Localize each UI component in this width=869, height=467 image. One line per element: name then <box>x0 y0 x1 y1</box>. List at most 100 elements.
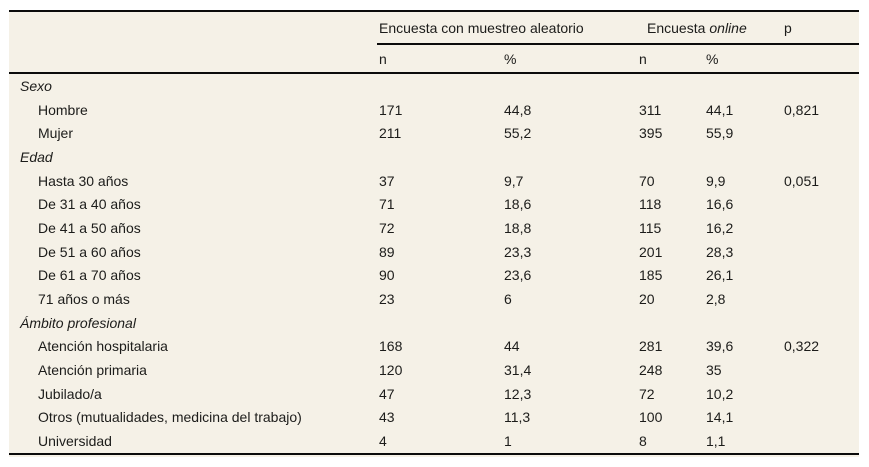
row-label: De 51 a 60 años <box>38 243 141 260</box>
table-row: Hombre 171 44,8 311 44,1 0,821 <box>9 98 859 122</box>
cell-n-random: 89 <box>379 243 395 260</box>
cell-pct-online: 16,2 <box>706 219 734 236</box>
table-row: Universidad 4 1 8 1,1 <box>9 429 859 454</box>
table-row: 71 años o más 23 6 20 2,8 <box>9 287 859 311</box>
col-header-pct-online: % <box>704 44 780 74</box>
cell-n-random: 47 <box>379 385 395 402</box>
cell-p-value: 0,322 <box>784 338 820 355</box>
table-row: De 61 a 70 años 90 23,6 185 26,1 <box>9 264 859 288</box>
row-label: Hombre <box>38 101 88 118</box>
table-row: Jubilado/a 47 12,3 72 10,2 <box>9 382 859 406</box>
cell-pct-random: 12,3 <box>504 385 532 402</box>
cell-p-value <box>780 287 859 311</box>
cell-pct-random: 31,4 <box>504 362 532 379</box>
row-label: Universidad <box>38 433 112 450</box>
cell-pct-random: 18,6 <box>504 196 532 213</box>
row-label: Atención hospitalaria <box>38 338 168 355</box>
table-row: Otros (mutualidades, medicina del trabaj… <box>9 406 859 430</box>
col-header-n-random: n <box>377 44 502 74</box>
cell-n-online: 118 <box>639 196 662 213</box>
table-row: Atención primaria 120 31,4 248 35 <box>9 358 859 382</box>
empty-corner-cell <box>9 11 377 44</box>
cell-pct-random: 18,8 <box>504 219 532 236</box>
table-row: De 51 a 60 años 89 23,3 201 28,3 <box>9 240 859 264</box>
section-row: Edad <box>9 145 859 169</box>
empty-subheader-cell <box>9 44 377 74</box>
row-label: 71 años o más <box>38 291 130 308</box>
row-label: Otros (mutualidades, medicina del trabaj… <box>38 409 302 426</box>
cell-n-online: 115 <box>639 219 662 236</box>
col-header-pct-random: % <box>502 44 637 74</box>
cell-n-random: 72 <box>379 219 395 236</box>
cell-n-random: 4 <box>379 433 387 450</box>
section-label: Ámbito profesional <box>20 314 136 331</box>
cell-n-online: 8 <box>639 433 647 450</box>
cell-n-random: 43 <box>379 409 395 426</box>
row-label: De 41 a 50 años <box>38 219 141 236</box>
cell-p-value <box>780 240 859 264</box>
row-label: Atención primaria <box>38 362 147 379</box>
cell-n-random: 168 <box>379 338 403 355</box>
cell-n-random: 120 <box>379 362 403 379</box>
cell-pct-random: 9,7 <box>504 172 524 189</box>
section-label: Sexo <box>20 77 52 94</box>
subheader-row: n % n % <box>9 44 859 74</box>
cell-p-value <box>780 216 859 240</box>
cell-p-value <box>780 382 859 406</box>
row-label: Mujer <box>38 125 74 142</box>
table-row: De 41 a 50 años 72 18,8 115 16,2 <box>9 216 859 240</box>
cell-pct-online: 9,9 <box>706 172 726 189</box>
col-header-p: p <box>780 11 859 45</box>
row-label: Jubilado/a <box>38 385 102 402</box>
table-body: Sexo Hombre 171 44,8 311 44,1 0,821 Mujer 211 55,… <box>9 73 859 454</box>
cell-pct-online: 2,8 <box>706 291 726 308</box>
group-header-random-survey-label: Encuesta con muestreo aleatorio <box>379 19 584 36</box>
cell-pct-online: 35 <box>706 362 722 379</box>
section-row: Ámbito profesional <box>9 311 859 335</box>
cell-pct-random: 23,6 <box>504 267 532 284</box>
cell-pct-online: 28,3 <box>706 243 734 260</box>
cell-pct-random: 44,8 <box>504 101 532 118</box>
row-label: De 31 a 40 años <box>38 196 141 213</box>
cell-n-online: 395 <box>639 125 663 142</box>
cell-pct-online: 55,9 <box>706 125 734 142</box>
row-label: Hasta 30 años <box>38 172 129 189</box>
cell-pct-online: 39,6 <box>706 338 734 355</box>
table-row: Mujer 211 55,2 395 55,9 <box>9 121 859 145</box>
group-header-online-italic: online <box>709 19 747 36</box>
section-row: Sexo <box>9 73 859 98</box>
cell-pct-online: 44,1 <box>706 101 734 118</box>
cell-p-value <box>780 192 859 216</box>
cell-pct-random: 1 <box>504 433 512 450</box>
cell-n-online: 201 <box>639 243 663 260</box>
cell-n-online: 20 <box>639 291 655 308</box>
survey-comparison-table: Encuesta con muestreo aleatorio Encuesta… <box>9 10 859 455</box>
cell-pct-random: 55,2 <box>504 125 532 142</box>
group-header-online-prefix: Encuesta <box>647 19 706 36</box>
cell-n-online: 281 <box>639 338 663 355</box>
cell-n-random: 37 <box>379 172 395 189</box>
cell-p-value <box>780 429 859 454</box>
cell-pct-online: 14,1 <box>706 409 734 426</box>
table-row: Atención hospitalaria 168 44 281 39,6 0,322 <box>9 335 859 359</box>
cell-n-online: 100 <box>639 409 663 426</box>
cell-n-online: 70 <box>639 172 655 189</box>
cell-pct-random: 6 <box>504 291 512 308</box>
table-row: Hasta 30 años 37 9,7 70 9,9 0,051 <box>9 169 859 193</box>
col-header-n-online: n <box>637 44 704 74</box>
cell-n-online: 72 <box>639 385 655 402</box>
cell-pct-random: 44 <box>504 338 520 355</box>
cell-n-online: 185 <box>639 267 663 284</box>
cell-n-random: 71 <box>379 196 395 213</box>
cell-pct-random: 11,3 <box>504 409 531 426</box>
empty-p-subheader-cell <box>780 44 859 74</box>
cell-p-value <box>780 358 859 382</box>
cell-pct-online: 1,1 <box>706 433 726 450</box>
cell-n-random: 23 <box>379 291 395 308</box>
cell-p-value <box>780 121 859 145</box>
cell-pct-online: 26,1 <box>706 267 734 284</box>
row-label: De 61 a 70 años <box>38 267 141 284</box>
cell-n-random: 171 <box>379 101 403 118</box>
group-header-random-survey: Encuesta con muestreo aleatorio <box>377 11 637 45</box>
cell-pct-online: 16,6 <box>706 196 734 213</box>
